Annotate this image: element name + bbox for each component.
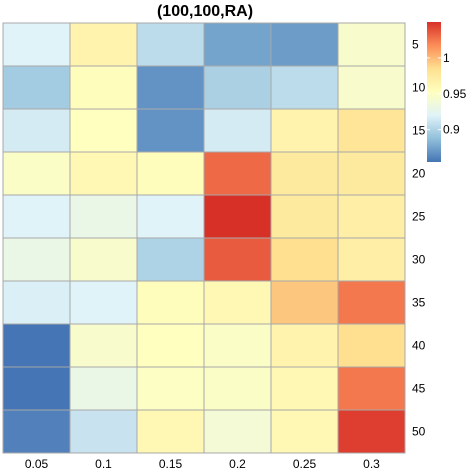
y-tick-label: 30	[412, 253, 426, 267]
heatmap-cell	[136, 366, 205, 411]
heatmap-cell	[69, 409, 138, 454]
heatmap-cell	[337, 323, 406, 368]
heatmap-cell	[270, 237, 339, 282]
heatmap-cell	[2, 194, 71, 239]
heatmap-cell	[69, 366, 138, 411]
colorbar	[427, 22, 441, 162]
heatmap-cell	[270, 323, 339, 368]
heatmap-cell	[270, 280, 339, 325]
y-tick-label: 10	[412, 81, 426, 95]
heatmap-cell	[337, 108, 406, 153]
heatmap-cell	[337, 237, 406, 282]
heatmap-cell	[69, 323, 138, 368]
y-tick-label: 45	[412, 382, 426, 396]
y-tick-label: 50	[412, 425, 426, 439]
x-tick-label: 0.25	[293, 457, 317, 471]
heatmap-cell	[270, 65, 339, 110]
heatmap-cell	[337, 65, 406, 110]
heatmap-cell	[69, 22, 138, 67]
heatmap-cell	[136, 323, 205, 368]
heatmap-cell	[203, 237, 272, 282]
heatmap-cell	[2, 323, 71, 368]
heatmap-cell	[69, 108, 138, 153]
heatmap-cell	[136, 237, 205, 282]
colorbar-tick-label: 1	[443, 51, 450, 65]
heatmap-cell	[69, 65, 138, 110]
x-tick-label: 0.1	[95, 457, 112, 471]
heatmap-cell	[203, 280, 272, 325]
y-tick-label: 35	[412, 296, 426, 310]
x-tick-label: 0.2	[229, 457, 246, 471]
x-axis-ticks: 0.05 0.1 0.15 0.2 0.25 0.3	[25, 457, 380, 471]
heatmap-cell	[69, 237, 138, 282]
heatmap-cell	[270, 409, 339, 454]
heatmap-cell	[337, 194, 406, 239]
heatmap-cell	[270, 22, 339, 67]
heatmap-cell	[2, 151, 71, 196]
y-tick-label: 25	[412, 210, 426, 224]
y-tick-label: 40	[412, 339, 426, 353]
x-tick-label: 0.05	[25, 457, 49, 471]
heatmap-cell	[203, 194, 272, 239]
heatmap-cell	[136, 409, 205, 454]
heatmap-cell	[136, 65, 205, 110]
heatmap-cell	[203, 323, 272, 368]
heatmap-cell	[270, 366, 339, 411]
heatmap-cell	[136, 280, 205, 325]
heatmap-cell	[203, 65, 272, 110]
heatmap-cell	[2, 366, 71, 411]
heatmap-cell	[2, 108, 71, 153]
y-tick-label: 20	[412, 167, 426, 181]
heatmap-cell	[337, 280, 406, 325]
heatmap-cell	[203, 366, 272, 411]
heatmap-cells	[2, 22, 406, 454]
heatmap-cell	[270, 151, 339, 196]
y-tick-label: 5	[412, 38, 419, 52]
chart-title: (100,100,RA)	[157, 3, 253, 20]
colorbar-tick-label: 0.9	[443, 123, 460, 137]
heatmap-cell	[337, 151, 406, 196]
heatmap-cell	[2, 65, 71, 110]
colorbar-tick-label: 0.95	[443, 87, 467, 101]
heatmap-cell	[69, 280, 138, 325]
heatmap-cell	[136, 151, 205, 196]
heatmap-cell	[136, 108, 205, 153]
heatmap-cell	[203, 151, 272, 196]
y-tick-label: 15	[412, 124, 426, 138]
heatmap-cell	[337, 409, 406, 454]
heatmap-cell	[337, 366, 406, 411]
heatmap-cell	[270, 108, 339, 153]
y-axis-ticks: 5 10 15 20 25 30 35 40 45 50	[412, 38, 426, 439]
colorbar-ticks: 0.9 0.95 1	[427, 51, 467, 137]
heatmap-cell	[2, 409, 71, 454]
heatmap-cell	[136, 22, 205, 67]
heatmap-cell	[69, 194, 138, 239]
heatmap-cell	[337, 22, 406, 67]
heatmap-cell	[203, 108, 272, 153]
heatmap-cell	[136, 194, 205, 239]
heatmap-cell	[203, 409, 272, 454]
x-tick-label: 0.3	[363, 457, 380, 471]
heatmap-cell	[203, 22, 272, 67]
heatmap-cell	[2, 237, 71, 282]
heatmap-cell	[69, 151, 138, 196]
heatmap-cell	[2, 22, 71, 67]
heatmap-cell	[2, 280, 71, 325]
heatmap-cell	[270, 194, 339, 239]
x-tick-label: 0.15	[159, 457, 183, 471]
